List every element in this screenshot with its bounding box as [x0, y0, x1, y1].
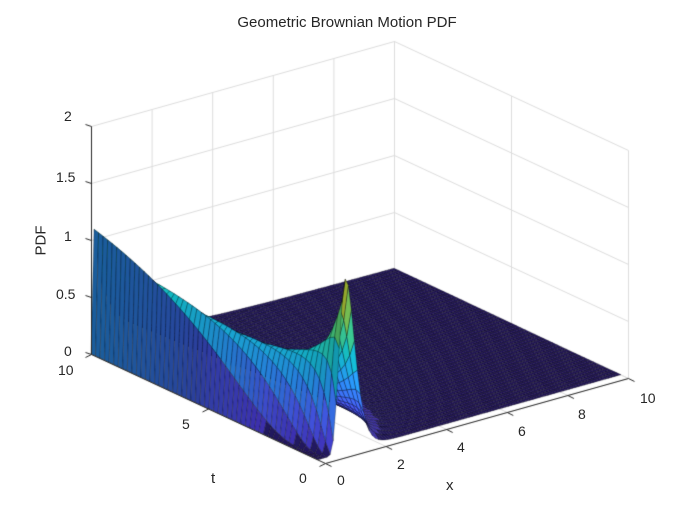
- z-tick-label: 2: [64, 108, 72, 124]
- t-tick-label: 10: [58, 362, 74, 378]
- z-tick-label: 0: [64, 343, 72, 359]
- x-axis-label: x: [446, 477, 454, 494]
- x-tick-label: 8: [578, 406, 586, 422]
- z-tick-label: 0.5: [56, 286, 76, 302]
- t-tick-label: 0: [299, 470, 307, 486]
- x-tick-label: 4: [457, 439, 465, 455]
- x-tick-label: 10: [640, 390, 656, 406]
- x-tick-label: 2: [397, 456, 405, 472]
- z-tick-label: 1.5: [56, 169, 76, 185]
- x-tick-label: 0: [337, 472, 345, 488]
- z-tick-label: 1: [64, 228, 72, 244]
- t-axis-label: t: [211, 470, 216, 487]
- chart-title: Geometric Brownian Motion PDF: [237, 14, 457, 31]
- t-tick-label: 5: [182, 416, 190, 432]
- x-tick-label: 6: [518, 423, 526, 439]
- z-axis-label: PDF: [32, 225, 50, 256]
